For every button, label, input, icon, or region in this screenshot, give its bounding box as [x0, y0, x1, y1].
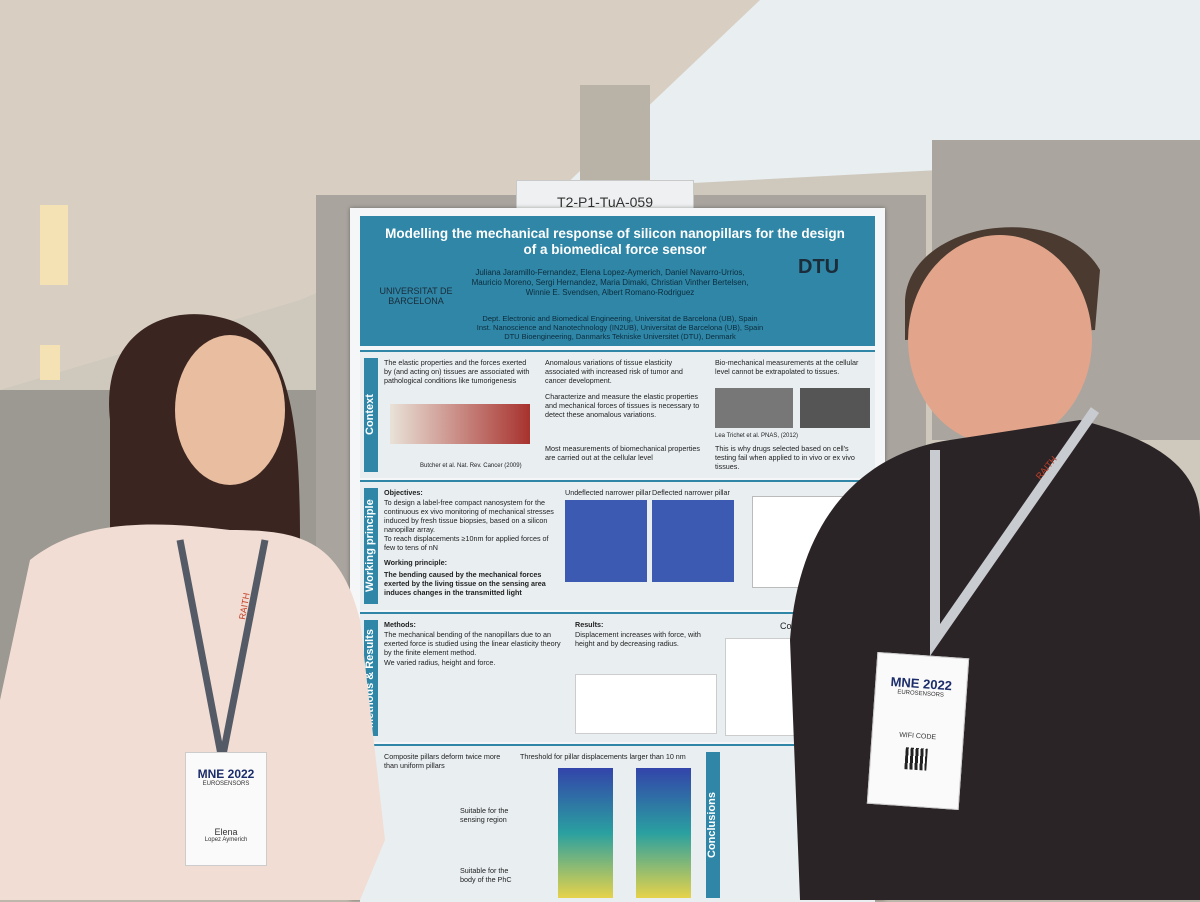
text: The mechanical bending of the nanopillar… [384, 630, 561, 657]
text: Displacement increases with force, with … [575, 630, 701, 648]
text: Anomalous variations of tissue elasticit… [545, 358, 683, 385]
text: Characterize and measure the elastic pro… [545, 392, 700, 419]
text: Methods: [384, 620, 416, 629]
affiliations: Dept. Electronic and Biomedical Engineer… [460, 314, 780, 341]
section-context: Context The elastic properties and the f… [360, 350, 875, 478]
qr-code [904, 747, 928, 771]
pillar-image [652, 500, 734, 582]
text: Suitable for the sensing region [460, 806, 509, 824]
text: Composite pillars deform twice more than… [384, 752, 501, 770]
badge-surname: Lopez Aymerich [204, 837, 248, 843]
affiliation: Dept. Electronic and Biomedical Engineer… [482, 314, 758, 323]
pillar [580, 85, 650, 195]
citation: Butcher et al. Nat. Rev. Cancer (2009) [420, 463, 522, 469]
affiliation: DTU Bioengineering, Danmarks Tekniske Un… [504, 332, 736, 341]
text: Suitable for the body of the PhC [460, 866, 512, 884]
text: To design a label-free compact nanosyste… [384, 498, 554, 534]
text: The bending caused by the mechanical for… [384, 570, 546, 597]
text: The elastic properties and the forces ex… [384, 358, 530, 385]
citation: Lea Trichet et al. PNAS, (2012) [715, 433, 799, 439]
tissue-image [800, 388, 870, 428]
simulation-image [575, 674, 717, 734]
text: Working principle: [384, 558, 447, 567]
text: Threshold for pillar displacements large… [520, 752, 686, 761]
poster-title: Modelling the mechanical response of sil… [385, 226, 845, 257]
image-label: Undeflected narrower pillar [565, 488, 651, 497]
dtu-logo: DTU [798, 256, 840, 278]
text: Objectives: [384, 488, 423, 497]
ub-logo: UNIVERSITAT DE BARCELONA [379, 286, 453, 306]
text: We varied radius, height and force. [384, 658, 496, 667]
sweater [790, 420, 1200, 900]
face [175, 335, 285, 485]
name-badge: MNE 2022 EUROSENSORS Elena Lopez Aymeric… [185, 752, 267, 866]
image-label: Deflected narrower pillar [652, 488, 730, 497]
lamp [40, 205, 68, 285]
lanyard-text: RAITH [237, 592, 252, 620]
map-image [558, 768, 613, 898]
text: Results: [575, 620, 604, 629]
text: To reach displacements ≥10nm for applied… [384, 534, 549, 552]
text: This is why drugs selected based on cell… [715, 444, 855, 471]
woman: RAITH [0, 314, 385, 900]
name-badge: MNE 2022 EUROSENSORS WIFI CODE [866, 651, 970, 811]
text: Most measurements of biomechanical prope… [545, 444, 701, 462]
cell-image [715, 388, 793, 428]
affiliation: Inst. Nanoscience and Nanotechnology (IN… [476, 323, 764, 332]
lanyard [930, 407, 1100, 656]
text: Bio-mechanical measurements at the cellu… [715, 358, 859, 376]
badge-subtitle: EUROSENSORS [202, 781, 250, 787]
badge-wifi: WIFI CODE [898, 731, 937, 742]
man: RAITH [790, 227, 1200, 900]
map-image [636, 768, 691, 898]
face [908, 235, 1092, 445]
section-conclusions: Composite pillars deform twice more than… [360, 744, 875, 902]
chart-image [390, 404, 530, 444]
shirt [0, 524, 385, 900]
poster-header: Modelling the mechanical response of sil… [360, 216, 875, 346]
poster: Modelling the mechanical response of sil… [350, 208, 885, 902]
lamp [40, 345, 60, 380]
poster-authors: Juliana Jaramillo-Fernandez, Elena Lopez… [471, 268, 749, 297]
badge-name: Elena [214, 827, 238, 837]
pillar-image [565, 500, 647, 582]
badge-event: MNE 2022 [197, 767, 255, 781]
